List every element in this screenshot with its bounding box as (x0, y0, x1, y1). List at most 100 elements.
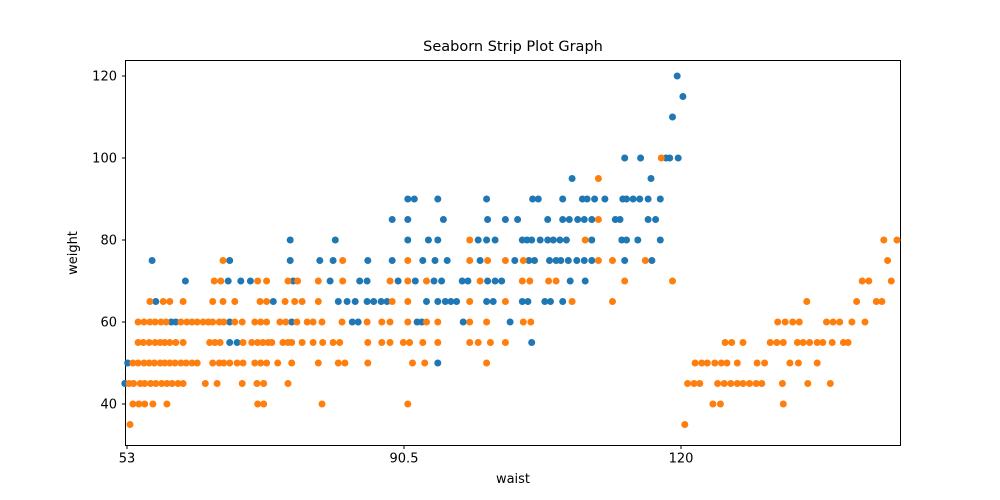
data-point (210, 277, 218, 285)
data-point (652, 216, 660, 223)
data-point (288, 318, 296, 326)
data-point (256, 298, 264, 305)
data-point (528, 236, 536, 244)
data-point (226, 257, 234, 264)
data-point (546, 257, 553, 264)
data-point (714, 380, 722, 387)
data-point (274, 359, 282, 367)
data-point (583, 195, 591, 203)
data-point (865, 277, 873, 285)
y-axis-label: weight (66, 231, 81, 275)
data-point (588, 257, 596, 264)
data-point (459, 318, 467, 326)
data-point (404, 236, 412, 244)
data-point (188, 318, 196, 326)
data-point (721, 339, 729, 346)
data-point (795, 318, 803, 326)
data-point (739, 339, 747, 346)
data-point (669, 277, 676, 285)
data-point (552, 277, 560, 285)
data-point (733, 359, 741, 367)
data-point (199, 318, 207, 326)
data-point (616, 216, 624, 223)
data-point (476, 277, 484, 285)
data-point (486, 339, 494, 346)
data-point (386, 318, 394, 326)
data-point (383, 298, 391, 305)
data-point (172, 318, 180, 326)
data-point (819, 339, 827, 346)
data-point (226, 339, 234, 346)
data-point (386, 277, 394, 285)
data-point (648, 257, 656, 264)
data-point (466, 257, 474, 264)
data-point (161, 339, 169, 346)
data-point (263, 277, 271, 285)
data-point (559, 298, 567, 305)
data-point (411, 277, 419, 285)
data-point (568, 298, 576, 305)
data-point (139, 339, 147, 346)
data-point (231, 318, 239, 326)
data-point (150, 359, 158, 367)
chart-title: Seaborn Strip Plot Graph (423, 39, 603, 55)
data-point (580, 216, 588, 223)
data-point (541, 298, 549, 305)
data-point (562, 236, 570, 244)
data-point (573, 257, 581, 264)
data-point (806, 339, 814, 346)
axes: 53 90.5 120 40 60 80 100 120 (92, 60, 901, 467)
data-point (141, 400, 149, 408)
data-point (591, 195, 599, 203)
x-tick-label: 120 (669, 452, 694, 467)
data-point (364, 257, 372, 264)
data-point (161, 359, 169, 367)
data-point (564, 257, 572, 264)
data-point (568, 175, 576, 182)
data-point (844, 339, 852, 346)
data-point (309, 339, 317, 346)
data-point (248, 339, 256, 346)
data-point (213, 380, 221, 387)
data-point (424, 236, 432, 244)
data-point (526, 277, 534, 285)
data-point (623, 195, 630, 203)
x-tick-label: 53 (119, 452, 136, 467)
data-point (288, 339, 296, 346)
data-point (293, 318, 301, 326)
data-point (286, 236, 294, 244)
data-point (193, 318, 201, 326)
data-point (544, 236, 552, 244)
data-point (453, 298, 461, 305)
data-point (146, 298, 154, 305)
data-point (377, 298, 385, 305)
data-point (329, 257, 337, 264)
data-point (439, 216, 447, 223)
data-point (316, 257, 324, 264)
data-point (823, 318, 830, 326)
data-point (434, 339, 442, 346)
data-point (534, 195, 542, 203)
data-point (588, 236, 596, 244)
data-point (348, 318, 356, 326)
data-point (644, 216, 652, 223)
data-point (621, 277, 629, 285)
data-point (498, 277, 506, 285)
data-point (431, 257, 439, 264)
data-point (464, 277, 472, 285)
data-point (339, 257, 347, 264)
data-point (216, 339, 224, 346)
data-point (466, 298, 474, 305)
data-point (386, 339, 394, 346)
data-point (657, 154, 665, 162)
data-point (179, 298, 187, 305)
data-point (506, 318, 514, 326)
data-point (766, 339, 774, 346)
data-point (443, 257, 451, 264)
data-point (145, 339, 153, 346)
data-point (140, 359, 148, 367)
data-point (483, 359, 491, 367)
data-point (259, 339, 267, 346)
data-point (284, 277, 292, 285)
